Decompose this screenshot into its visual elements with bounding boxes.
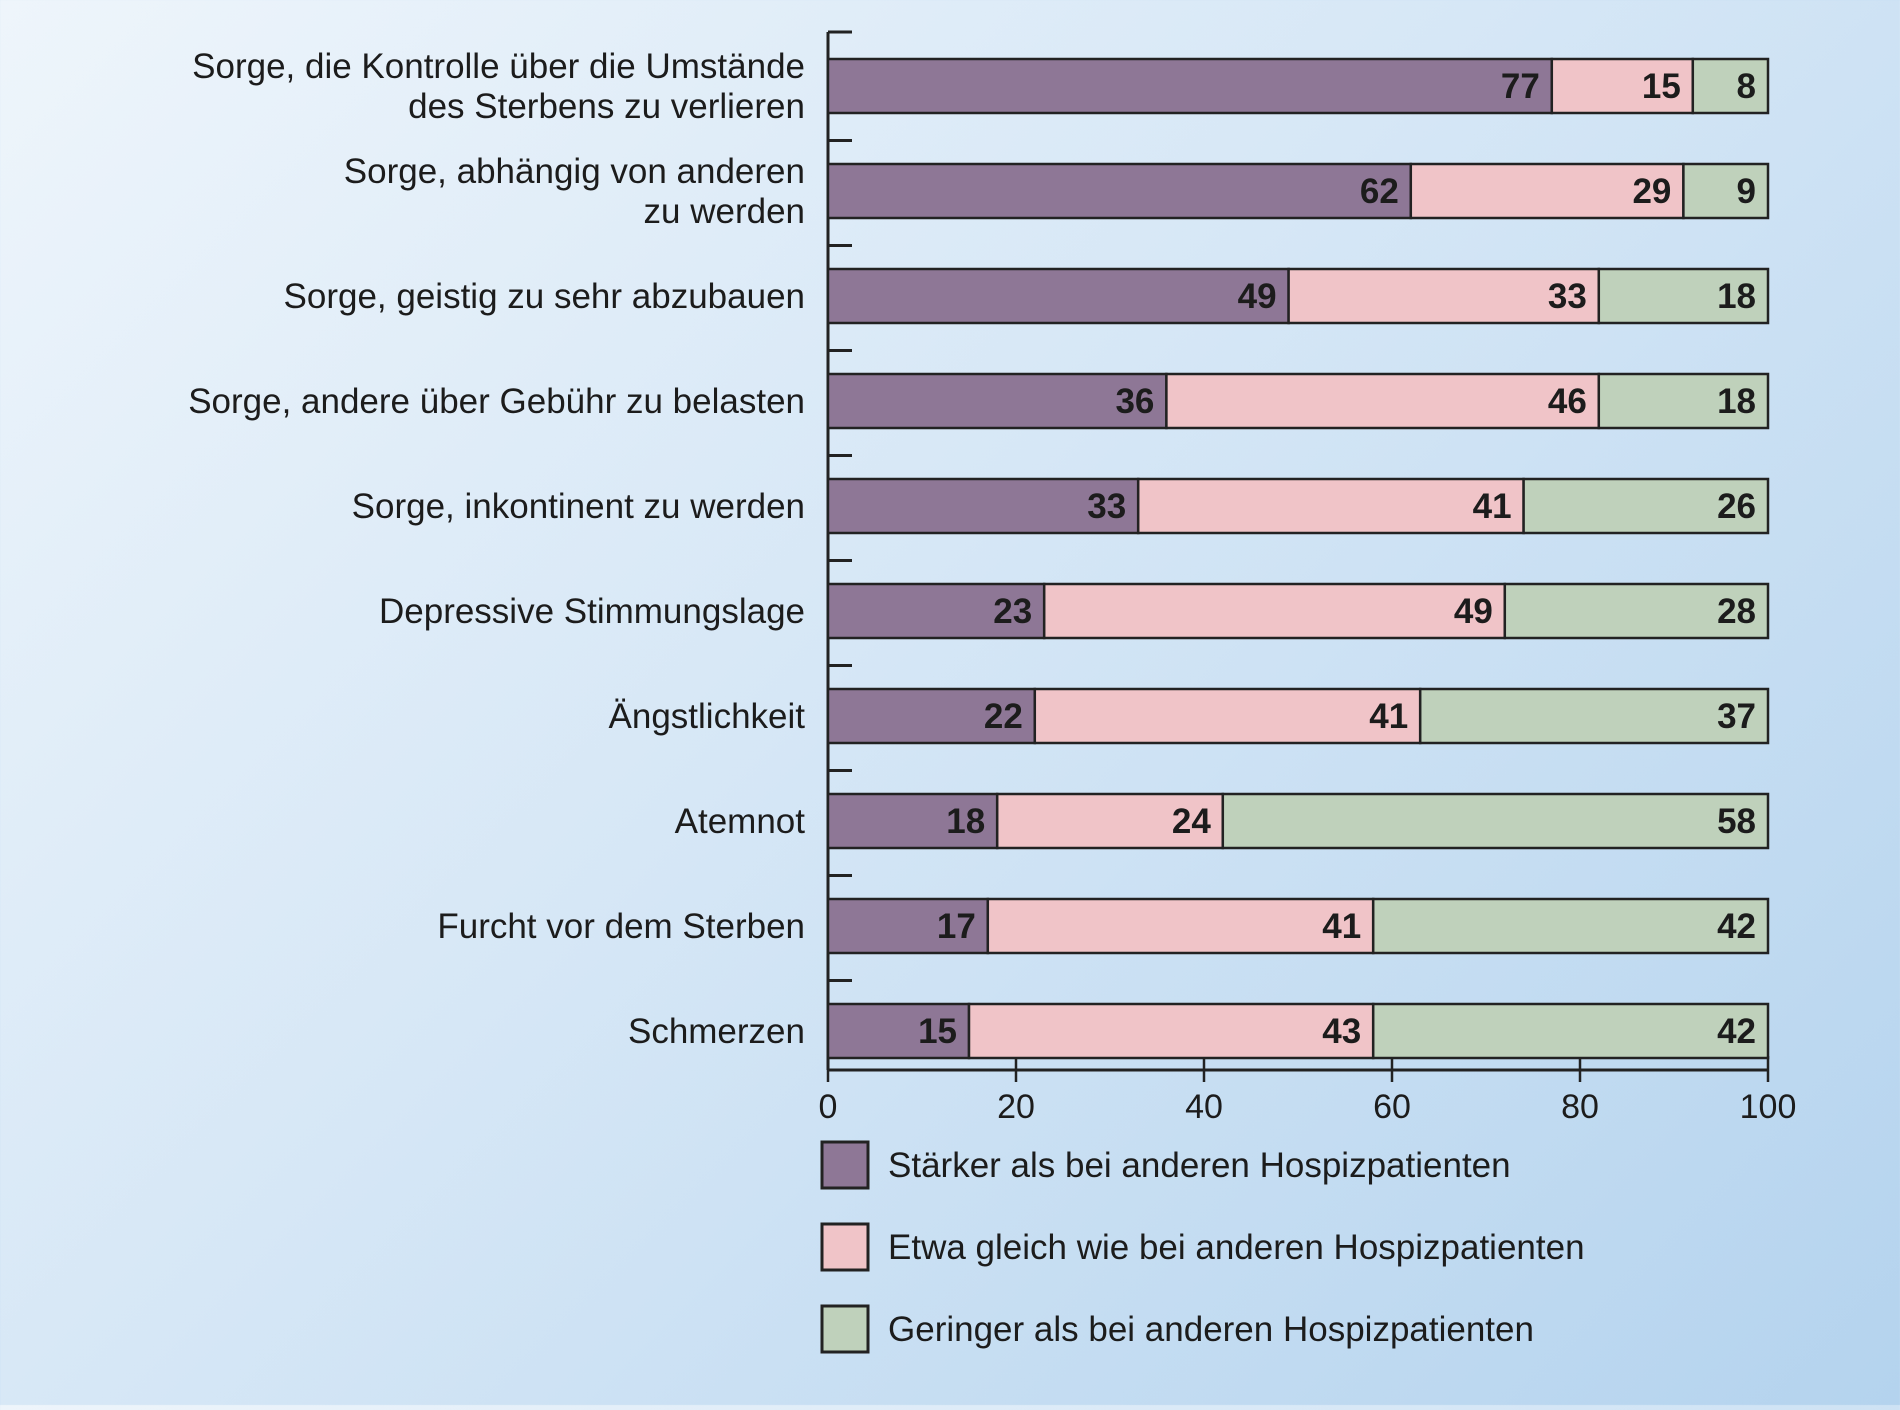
category-label: Sorge, andere über Gebühr zu belasten [188, 382, 805, 421]
category-label: Schmerzen [628, 1012, 805, 1051]
bar-segment [1597, 372, 1770, 430]
bar-segment [1682, 162, 1770, 220]
category-label-line: Sorge, inkontinent zu werden [352, 487, 805, 526]
data-label: 18 [1717, 382, 1756, 421]
bar-segment [826, 687, 1037, 745]
category-label: Furcht vor dem Sterben [437, 907, 805, 946]
bar-segment [826, 897, 990, 955]
bar-segment [1418, 687, 1770, 745]
x-tick-label: 80 [1561, 1088, 1599, 1126]
category-label-line: zu werden [644, 192, 805, 231]
data-label: 23 [993, 592, 1032, 631]
data-label: 24 [1172, 802, 1211, 841]
x-tick-label: 100 [1740, 1088, 1797, 1126]
x-tick-label: 20 [997, 1088, 1035, 1126]
category-label: Sorge, abhängig von anderen zu werden [344, 152, 805, 231]
data-label: 62 [1360, 172, 1399, 211]
bar-segment [1165, 372, 1601, 430]
category-label-line: des Sterbens zu verlieren [408, 87, 805, 126]
data-label: 15 [918, 1012, 957, 1051]
category-label-line: Sorge, andere über Gebühr zu belasten [188, 382, 805, 421]
data-label: 36 [1115, 382, 1154, 421]
legend-label: Etwa gleich wie bei anderen Hospizpatien… [888, 1228, 1585, 1267]
data-label: 26 [1717, 487, 1756, 526]
bar-segment [1550, 57, 1695, 115]
bar-segment [1691, 57, 1770, 115]
data-label: 37 [1717, 697, 1756, 736]
bar-segment [986, 897, 1375, 955]
data-label: 58 [1717, 802, 1756, 841]
data-label: 29 [1632, 172, 1671, 211]
category-label-line: Depressive Stimmungslage [379, 592, 805, 631]
category-label: Sorge, die Kontrolle über die Umstände de… [192, 47, 805, 126]
legend: Stärker als bei anderen Hospizpatienten E… [820, 1140, 1585, 1354]
data-label: 18 [946, 802, 985, 841]
data-label: 77 [1501, 67, 1540, 106]
data-label: 46 [1548, 382, 1587, 421]
legend-label: Geringer als bei anderen Hospizpatienten [888, 1310, 1534, 1349]
data-label: 49 [1454, 592, 1493, 631]
data-label: 15 [1642, 67, 1681, 106]
category-labels: Sorge, die Kontrolle über die Umstände de… [188, 47, 805, 1051]
data-label: 9 [1737, 172, 1756, 211]
legend-swatch [820, 1140, 870, 1190]
bar-segment [1221, 792, 1770, 850]
data-label: 41 [1322, 907, 1361, 946]
bar-segment [1287, 267, 1601, 325]
category-label: Sorge, geistig zu sehr abzubauen [284, 277, 805, 316]
data-label: 42 [1717, 1012, 1756, 1051]
bar-segment [826, 267, 1290, 325]
bar-segment [826, 57, 1554, 115]
bar-segment [826, 582, 1046, 640]
x-tick-label: 60 [1373, 1088, 1411, 1126]
data-label: 43 [1322, 1012, 1361, 1051]
category-label-line: Atemnot [675, 802, 806, 841]
bar-segment [1136, 477, 1525, 535]
category-label-line: Sorge, abhängig von anderen [344, 152, 805, 191]
legend-swatch [820, 1222, 870, 1272]
bar-segment [967, 1002, 1375, 1060]
bar-segment [826, 162, 1413, 220]
x-axis: 0 20 40 60 80 100 [819, 30, 1797, 1126]
bar-segment [1033, 687, 1422, 745]
bar-segment [1371, 1002, 1770, 1060]
data-label: 49 [1238, 277, 1277, 316]
bar-segment [1371, 897, 1770, 955]
data-label: 41 [1473, 487, 1512, 526]
x-tick-label: 0 [819, 1088, 838, 1126]
category-label-line: Sorge, geistig zu sehr abzubauen [284, 277, 805, 316]
category-label-line: Furcht vor dem Sterben [437, 907, 805, 946]
data-label: 42 [1717, 907, 1756, 946]
data-label: 18 [1717, 277, 1756, 316]
bar-segment [1597, 267, 1770, 325]
legend-swatch [820, 1304, 870, 1354]
category-label-line: Schmerzen [628, 1012, 805, 1051]
category-label: Atemnot [675, 802, 806, 841]
data-label: 33 [1087, 487, 1126, 526]
data-label: 22 [984, 697, 1023, 736]
data-label: 28 [1717, 592, 1756, 631]
data-label: 8 [1737, 67, 1756, 106]
bars: 77 15 8 62 29 9 49 33 18 36 46 18 33 41 26 23 49 28 22 41 37… [826, 57, 1770, 1060]
x-tick-label: 40 [1185, 1088, 1223, 1126]
category-label-line: Ängstlichkeit [609, 697, 806, 736]
bar-segment [1503, 582, 1770, 640]
category-label: Depressive Stimmungslage [379, 592, 805, 631]
bar-segment [1409, 162, 1685, 220]
bar-segment [1042, 582, 1507, 640]
legend-label: Stärker als bei anderen Hospizpatienten [888, 1146, 1511, 1185]
bar-segment [826, 792, 999, 850]
bar-segment [826, 372, 1168, 430]
bar-segment [995, 792, 1225, 850]
data-label: 41 [1369, 697, 1408, 736]
category-label: Ängstlichkeit [609, 697, 806, 736]
data-label: 33 [1548, 277, 1587, 316]
data-label: 17 [937, 907, 976, 946]
bar-segment [826, 477, 1140, 535]
bar-segment [1522, 477, 1770, 535]
category-label-line: Sorge, die Kontrolle über die Umstände [192, 47, 805, 86]
category-label: Sorge, inkontinent zu werden [352, 487, 805, 526]
